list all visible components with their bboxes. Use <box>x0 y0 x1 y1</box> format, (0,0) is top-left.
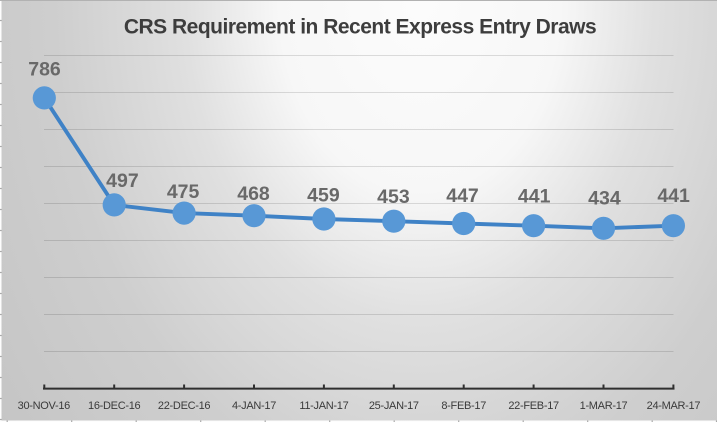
svg-text:453: 453 <box>377 186 410 208</box>
svg-text:475: 475 <box>167 181 200 203</box>
svg-text:441: 441 <box>657 185 690 207</box>
svg-text:22-DEC-16: 22-DEC-16 <box>158 400 211 412</box>
svg-text:4-JAN-17: 4-JAN-17 <box>232 400 276 412</box>
svg-text:22-FEB-17: 22-FEB-17 <box>508 400 559 412</box>
svg-text:468: 468 <box>237 183 270 205</box>
svg-text:25-JAN-17: 25-JAN-17 <box>369 400 419 412</box>
svg-text:441: 441 <box>518 185 551 207</box>
svg-text:786: 786 <box>28 58 61 80</box>
svg-text:447: 447 <box>446 185 479 207</box>
svg-text:CRS Requirement in Recent Expr: CRS Requirement in Recent Express Entry … <box>124 16 596 39</box>
svg-text:30-NOV-16: 30-NOV-16 <box>18 400 71 412</box>
svg-text:459: 459 <box>307 184 340 206</box>
svg-text:8-FEB-17: 8-FEB-17 <box>441 400 486 412</box>
svg-text:497: 497 <box>106 170 139 192</box>
svg-text:16-DEC-16: 16-DEC-16 <box>88 400 141 412</box>
svg-text:11-JAN-17: 11-JAN-17 <box>299 400 348 412</box>
svg-text:24-MAR-17: 24-MAR-17 <box>647 400 701 412</box>
svg-text:1-MAR-17: 1-MAR-17 <box>580 400 628 412</box>
svg-text:434: 434 <box>588 188 621 210</box>
